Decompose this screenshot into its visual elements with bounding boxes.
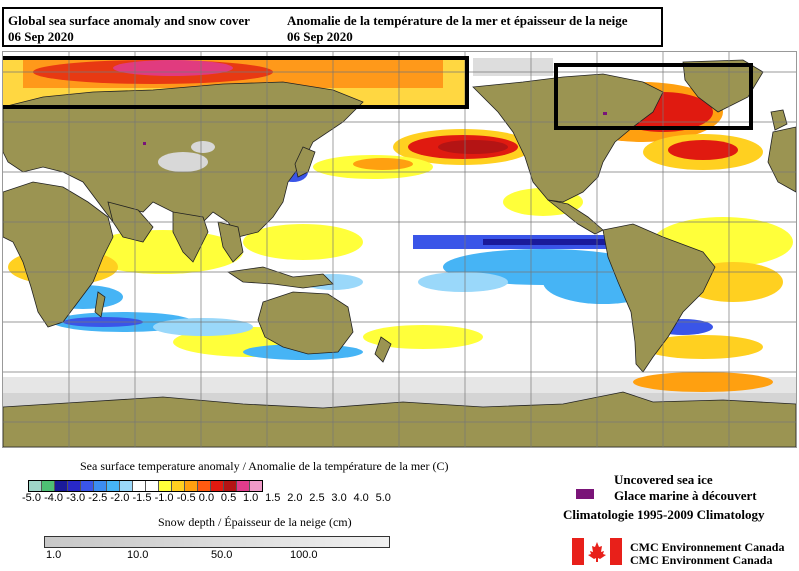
snow-tick-labels: 1.0 10.0 50.0 100.0 <box>44 549 404 563</box>
world-map-svg <box>3 52 796 447</box>
land-snow <box>158 141 215 172</box>
sst-tick-label: 1.0 <box>243 492 259 504</box>
sst-tick-label: 3.0 <box>331 492 347 504</box>
british-isles <box>770 109 788 131</box>
madagascar <box>94 291 106 318</box>
sst-tick-label: 1.5 <box>265 492 281 504</box>
sst-color-swatch <box>81 481 94 491</box>
sst-color-swatch <box>94 481 107 491</box>
sst-tick-labels: -5.0 -4.0 -3.0 -2.5 -2.0 -1.5 -1.0 -0.5 0.0 0.5 1.… <box>22 492 442 506</box>
sst-tick-label: 0.0 <box>198 492 215 504</box>
sea-ice-label-en: Uncovered sea ice <box>614 472 713 487</box>
snow-tick-label: 10.0 <box>127 549 149 561</box>
sst-color-swatch <box>198 481 211 491</box>
sst-legend-title: Sea surface temperature anomaly / Anomal… <box>80 459 449 473</box>
sst-color-swatch <box>120 481 133 491</box>
india <box>172 211 209 263</box>
sst-tick-label: -1.5 <box>132 492 152 504</box>
sst-color-swatch <box>29 481 42 491</box>
australia <box>257 291 354 355</box>
arctic-box-eurasia <box>3 56 469 109</box>
credit-english: CMC Environment Canada <box>630 553 773 567</box>
indonesia <box>226 266 334 289</box>
sst-tick-label: -3.0 <box>66 492 86 504</box>
sst-tick-label: -4.0 <box>44 492 64 504</box>
sea-ice-label-fr: Glace marine à découvert <box>614 488 757 503</box>
arctic-box-america <box>554 63 753 130</box>
snow-color-bar <box>44 536 390 548</box>
canada-flag-icon <box>572 538 622 565</box>
sst-color-swatch <box>172 481 185 491</box>
central-america <box>547 199 604 235</box>
sst-color-swatch <box>237 481 250 491</box>
legend-area: Sea surface temperature anomaly / Anomal… <box>0 450 799 571</box>
snow-legend-title: Snow depth / Épaisseur de la neige (cm) <box>158 515 352 529</box>
sst-color-swatch <box>185 481 198 491</box>
southeast-asia <box>217 221 244 263</box>
uncovered-sea-ice <box>143 112 607 145</box>
new-zealand <box>374 336 392 363</box>
sst-color-swatch <box>146 481 159 491</box>
snow-tick-label: 100.0 <box>290 549 318 561</box>
title-english: Global sea surface anomaly and snow cove… <box>8 13 250 45</box>
sst-tick-label: -0.5 <box>176 492 196 504</box>
sst-color-swatch <box>133 481 146 491</box>
sst-color-bar <box>28 480 263 492</box>
title-french-text: Anomalie de la température de la mer et … <box>287 13 628 28</box>
japan <box>294 146 316 178</box>
sst-color-swatch <box>107 481 120 491</box>
climatology-label: Climatologie 1995-2009 Climatology <box>563 507 765 522</box>
title-french: Anomalie de la température de la mer et … <box>287 13 627 45</box>
sea-ice-swatch <box>576 489 594 499</box>
sst-color-swatch <box>42 481 55 491</box>
sst-tick-label: -1.0 <box>154 492 174 504</box>
graticule <box>3 52 796 447</box>
greenland <box>682 59 764 113</box>
south-america <box>602 223 716 373</box>
sst-color-swatch <box>211 481 224 491</box>
sst-tick-label: -2.0 <box>110 492 130 504</box>
credit-french: CMC Environnement Canada <box>630 540 785 554</box>
africa <box>3 181 114 328</box>
sst-color-swatch <box>55 481 68 491</box>
europe-east <box>767 126 796 193</box>
title-french-date: 06 Sep 2020 <box>287 29 353 44</box>
sst-tick-label: 0.5 <box>220 492 237 504</box>
title-box: Global sea surface anomaly and snow cove… <box>2 7 663 47</box>
title-english-date: 06 Sep 2020 <box>8 29 74 44</box>
sst-tick-label: 5.0 <box>375 492 391 504</box>
sst-color-swatch <box>68 481 81 491</box>
sst-color-swatch <box>250 481 262 491</box>
arctic-snow <box>473 58 553 76</box>
north-america <box>472 73 664 203</box>
sst-tick-label: 4.0 <box>353 492 369 504</box>
snow-tick-label: 50.0 <box>211 549 233 561</box>
snow-tick-label: 1.0 <box>46 549 62 561</box>
title-english-text: Global sea surface anomaly and snow cove… <box>8 13 250 28</box>
sst-tick-label: -2.5 <box>88 492 108 504</box>
sst-tick-label: 2.0 <box>287 492 303 504</box>
sst-tick-label: 2.5 <box>309 492 325 504</box>
world-map <box>2 51 797 448</box>
sst-tick-label: -5.0 <box>22 492 41 504</box>
sst-color-swatch <box>159 481 172 491</box>
sst-color-swatch <box>224 481 237 491</box>
